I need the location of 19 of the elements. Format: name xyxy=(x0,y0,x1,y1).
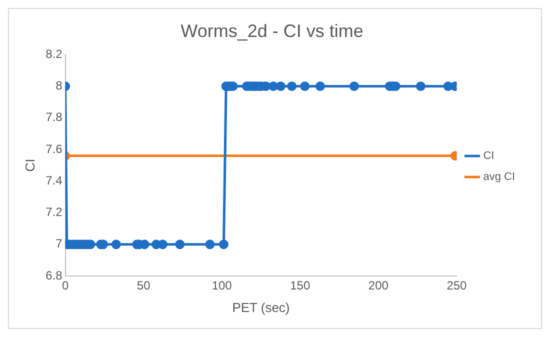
y-tick-label: 8.2 xyxy=(46,46,63,61)
y-tick-label: 7.4 xyxy=(46,173,63,188)
y-tick-label: 7.6 xyxy=(46,142,63,156)
x-tick-label: 200 xyxy=(368,278,389,293)
y-tick-label: 6.8 xyxy=(46,268,63,282)
y-tick-label: 7.2 xyxy=(46,205,63,220)
y-axis-title: CI xyxy=(22,158,38,172)
y-tick-label: 7 xyxy=(56,236,63,251)
x-tick-label: 150 xyxy=(290,278,310,293)
x-tick-label: 0 xyxy=(62,278,69,293)
x-axis-title: PET (sec) xyxy=(232,300,290,315)
y-tick-label: 7.8 xyxy=(46,110,63,124)
y-tick-label: 8 xyxy=(56,78,63,93)
legend-label: avg CI xyxy=(483,171,516,184)
x-tick-label: 50 xyxy=(136,278,151,293)
x-tick-label: 100 xyxy=(212,278,232,293)
chart-title: Worms_2d - CI vs time xyxy=(180,20,364,41)
legend-label: CI xyxy=(483,150,494,162)
x-tick-label: 250 xyxy=(446,278,468,293)
